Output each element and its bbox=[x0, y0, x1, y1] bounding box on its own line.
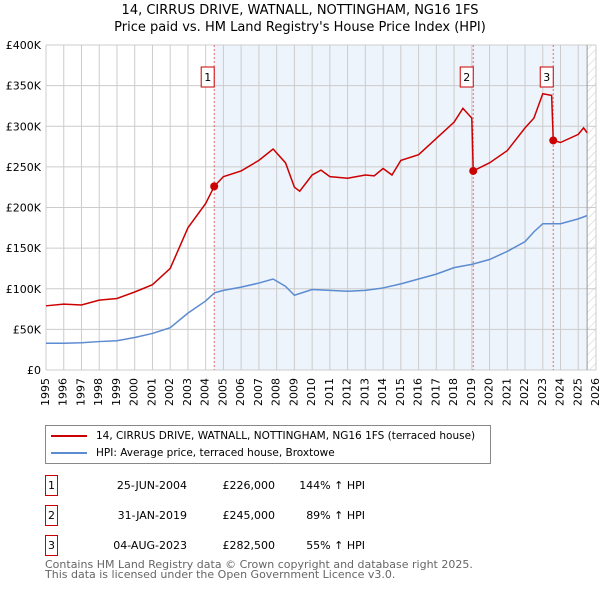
x-tick-label: 2016 bbox=[412, 378, 425, 406]
sale-point bbox=[549, 136, 558, 145]
x-tick-label: 1995 bbox=[39, 378, 52, 406]
sale-row: 1 25-JUN-2004 £226,000 144% ↑ HPI bbox=[45, 475, 545, 496]
y-tick-label: £0 bbox=[27, 364, 41, 377]
x-tick-label: 2019 bbox=[465, 378, 478, 406]
y-tick-label: £50K bbox=[13, 323, 42, 336]
series-line bbox=[45, 92, 588, 307]
sale-marker-box bbox=[539, 66, 554, 88]
x-tick-label: 2013 bbox=[358, 378, 371, 406]
x-tick-label: 2015 bbox=[394, 378, 407, 406]
x-tick-label: 2011 bbox=[323, 378, 336, 406]
x-tick-label: 1999 bbox=[110, 378, 123, 406]
sale-row: 2 31-JAN-2019 £245,000 89% ↑ HPI bbox=[45, 505, 545, 526]
sale-date: 25-JUN-2004 bbox=[116, 479, 187, 492]
x-tick-label: 2017 bbox=[429, 378, 442, 406]
legend-swatch-hpi bbox=[51, 452, 87, 454]
sale-point bbox=[469, 166, 478, 175]
sale-point bbox=[210, 182, 219, 191]
x-tick-label: 2009 bbox=[287, 378, 300, 406]
x-tick-label: 2004 bbox=[199, 378, 212, 406]
x-tick-label: 2026 bbox=[589, 378, 600, 406]
footer-line-2: This data is licensed under the Open Gov… bbox=[45, 568, 396, 581]
x-tick-label: 2003 bbox=[181, 378, 194, 406]
y-tick-label: £250K bbox=[6, 161, 42, 174]
legend-label-property: 14, CIRRUS DRIVE, WATNALL, NOTTINGHAM, N… bbox=[96, 430, 476, 442]
legend-swatch-property bbox=[51, 435, 87, 437]
y-tick-label: £350K bbox=[6, 80, 42, 93]
sale-marker-label: 1 bbox=[204, 71, 211, 84]
sale-marker-box bbox=[200, 66, 215, 88]
x-tick-label: 2022 bbox=[518, 378, 531, 406]
y-tick-label: £400K bbox=[6, 39, 42, 52]
legend-label-hpi: HPI: Average price, terraced house, Brox… bbox=[96, 447, 335, 459]
chart-subtitle: Price paid vs. HM Land Registry's House … bbox=[114, 20, 486, 35]
sale-row: 3 04-AUG-2023 £282,500 55% ↑ HPI bbox=[45, 535, 545, 556]
x-tick-label: 2008 bbox=[270, 378, 283, 406]
sale-price: £226,000 bbox=[222, 479, 276, 492]
sale-marker-label: 2 bbox=[463, 71, 470, 84]
x-tick-label: 2005 bbox=[216, 378, 229, 406]
x-tick-label: 2023 bbox=[536, 378, 549, 406]
x-tick-label: 2020 bbox=[483, 378, 496, 406]
sale-number: 2 bbox=[45, 505, 58, 526]
x-tick-label: 2007 bbox=[252, 378, 265, 406]
y-tick-label: £100K bbox=[6, 283, 42, 296]
sale-hpi: 144% ↑ HPI bbox=[299, 479, 365, 492]
x-tick-label: 2014 bbox=[376, 378, 389, 406]
footer-line-1: Contains HM Land Registry data © Crown c… bbox=[45, 558, 473, 571]
series-line bbox=[46, 214, 588, 344]
x-tick-label: 2025 bbox=[571, 378, 584, 406]
sale-date: 04-AUG-2023 bbox=[113, 539, 187, 552]
footer: Contains HM Land Registry data © Crown c… bbox=[45, 558, 473, 581]
x-tick-label: 1997 bbox=[74, 378, 87, 406]
sale-marker-box bbox=[459, 66, 474, 88]
legend: 14, CIRRUS DRIVE, WATNALL, NOTTINGHAM, N… bbox=[45, 425, 491, 464]
x-tick-label: 2012 bbox=[341, 378, 354, 406]
x-tick-label: 2010 bbox=[305, 378, 318, 406]
sale-hpi: 89% ↑ HPI bbox=[306, 509, 365, 522]
sale-number: 3 bbox=[45, 535, 58, 556]
sale-hpi: 55% ↑ HPI bbox=[306, 539, 365, 552]
x-tick-label: 2001 bbox=[145, 378, 158, 406]
x-tick-label: 1998 bbox=[92, 378, 105, 406]
x-tick-label: 2006 bbox=[234, 378, 247, 406]
chart-title: 14, CIRRUS DRIVE, WATNALL, NOTTINGHAM, N… bbox=[121, 3, 479, 18]
x-tick-label: 2002 bbox=[163, 378, 176, 406]
x-tick-label: 1996 bbox=[57, 378, 70, 406]
y-tick-label: £150K bbox=[6, 242, 42, 255]
sale-date: 31-JAN-2019 bbox=[117, 509, 187, 522]
x-tick-label: 2021 bbox=[500, 378, 513, 406]
sale-price: £245,000 bbox=[222, 509, 276, 522]
sale-marker-label: 3 bbox=[543, 71, 550, 84]
y-tick-label: £300K bbox=[6, 120, 42, 133]
sale-number: 1 bbox=[45, 475, 58, 496]
y-tick-label: £200K bbox=[6, 202, 42, 215]
x-tick-label: 2018 bbox=[447, 378, 460, 406]
chart: 1995 1996 1997 1998 1999 2000 2001 2002 2003 2004… bbox=[6, 39, 600, 406]
sale-price: £282,500 bbox=[222, 539, 276, 552]
x-tick-label: 2000 bbox=[128, 378, 141, 406]
x-tick-label: 2024 bbox=[554, 378, 567, 406]
